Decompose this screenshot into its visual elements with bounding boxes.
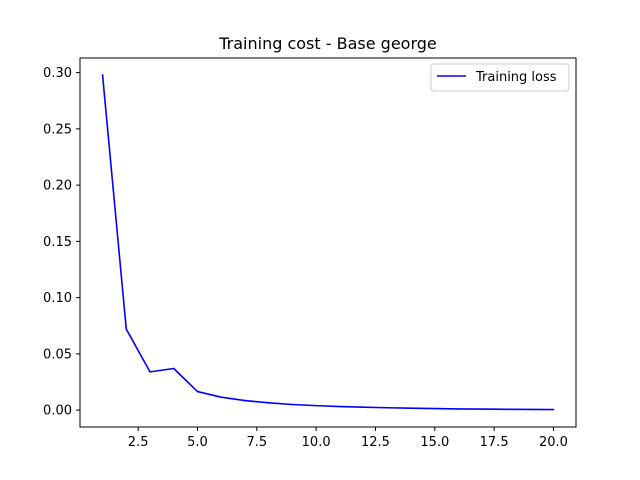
data-point: [505, 408, 507, 411]
legend-box: [430, 63, 570, 92]
y-tick-label: 0.25: [43, 122, 72, 137]
y-tick-label: 0.00: [43, 404, 72, 419]
legend: Training loss: [430, 63, 570, 92]
data-point: [362, 406, 365, 409]
data-point: [244, 399, 246, 402]
data-point: [196, 390, 199, 393]
data-point: [433, 407, 436, 410]
series-line-training-loss: [101, 74, 554, 411]
x-tick-label: 7.5: [246, 435, 267, 450]
x-tick-label: 17.5: [480, 435, 509, 450]
plot-area: [101, 74, 555, 411]
x-tick-label: 12.5: [361, 435, 390, 450]
data-point: [125, 328, 128, 330]
data-point: [172, 367, 175, 370]
data-point: [101, 74, 104, 76]
x-tick-label: 20.0: [539, 435, 568, 450]
legend-label: Training loss: [475, 70, 557, 85]
x-tick-label: 15.0: [420, 435, 449, 450]
y-tick-label: 0.05: [43, 347, 72, 362]
y-tick-label: 0.15: [43, 235, 72, 250]
chart-title: Training cost - Base george: [218, 34, 437, 53]
x-tick-label: 2.5: [128, 435, 149, 450]
y-tick-label: 0.20: [43, 179, 72, 194]
y-tick-label: 0.30: [43, 66, 72, 81]
data-point: [291, 403, 294, 406]
x-tick-label: 5.0: [187, 435, 208, 450]
y-tick-label: 0.10: [43, 291, 72, 306]
data-point: [267, 402, 270, 404]
axis-ticks: 2.5 5.0 7.5 10.0 12.5 15.0 17.5 20.0 0.00 0.05 0.1…: [43, 66, 568, 450]
data-point: [481, 408, 484, 410]
data-point: [552, 408, 555, 411]
plot-frame: [79, 57, 577, 428]
data-point: [528, 408, 531, 411]
data-point: [410, 407, 412, 410]
data-point: [315, 404, 317, 407]
data-point: [457, 408, 460, 410]
data-point: [220, 396, 223, 398]
x-tick-label: 10.0: [302, 435, 331, 450]
data-point: [386, 406, 389, 409]
data-point: [339, 405, 341, 408]
data-point: [149, 371, 151, 373]
